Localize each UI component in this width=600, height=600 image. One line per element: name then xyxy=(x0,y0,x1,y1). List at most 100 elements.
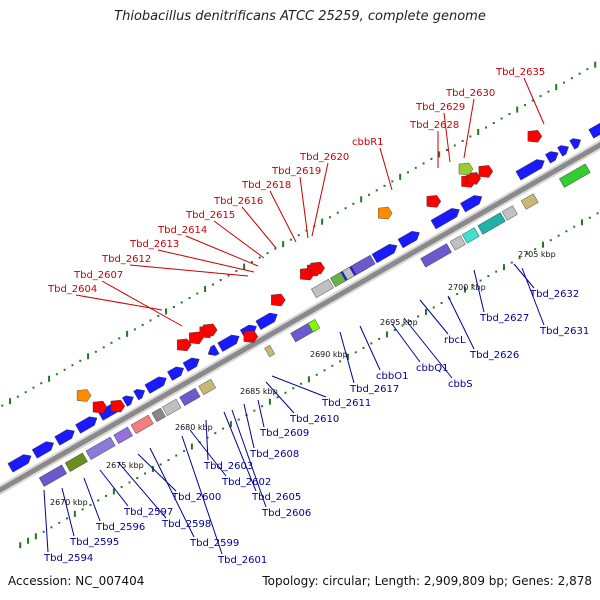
gene-feature xyxy=(311,278,334,299)
outer-tick-mark xyxy=(453,144,456,147)
gene-label-top: Tbd_2628 xyxy=(409,120,459,131)
gene-feature xyxy=(461,227,480,244)
outer-tick-mark xyxy=(71,364,74,367)
gene-shape xyxy=(371,244,398,264)
leader-line xyxy=(185,235,259,267)
outer-tick-mark xyxy=(461,139,464,142)
outer-tick-mark xyxy=(157,314,160,317)
gene-label-bottom: Tbd_2606 xyxy=(261,508,311,519)
leader-line xyxy=(513,263,535,289)
feature-marker xyxy=(92,400,108,414)
gene-label-top: Tbd_2614 xyxy=(157,225,207,236)
gene-shape xyxy=(207,344,220,356)
outer-tick-mark xyxy=(118,337,121,340)
inner-tick-mark xyxy=(81,508,84,511)
inner-tick-mark xyxy=(183,450,186,453)
gene-shape xyxy=(255,312,278,330)
gene-feature xyxy=(179,387,201,407)
gene-label-bottom: cbbS xyxy=(448,379,473,390)
inner-tick-mark xyxy=(432,306,435,309)
outer-tick-mark xyxy=(321,218,324,225)
gene-feature xyxy=(85,436,116,460)
outer-tick-mark xyxy=(141,323,144,326)
gene-shape xyxy=(501,205,518,221)
outer-tick-mark xyxy=(94,350,97,353)
gene-shape xyxy=(130,414,154,434)
inner-tick-mark xyxy=(34,533,37,540)
gene-feature xyxy=(38,464,67,487)
inner-tick-mark xyxy=(167,459,170,462)
inner-tick-mark xyxy=(315,373,318,376)
inner-tick-mark xyxy=(276,396,279,399)
gene-label-top: Tbd_2619 xyxy=(271,166,321,177)
outer-tick-mark xyxy=(235,270,238,273)
gene-shape xyxy=(264,344,276,358)
leader-line xyxy=(99,469,129,507)
gene-shape xyxy=(477,212,506,235)
gene-shape xyxy=(461,227,480,244)
leader-line xyxy=(243,403,255,449)
outer-tick-mark xyxy=(508,113,511,116)
inner-tick-mark xyxy=(128,481,131,484)
outer-tick-mark xyxy=(149,319,152,322)
outer-tick-mark xyxy=(48,375,51,382)
outer-tick-mark xyxy=(16,395,19,398)
outer-tick-mark xyxy=(422,162,425,165)
inner-tick-mark xyxy=(222,427,225,430)
gene-feature xyxy=(420,243,452,268)
leader-line xyxy=(473,269,485,313)
leader-line xyxy=(311,162,329,237)
gene-shape xyxy=(182,357,200,372)
leader-line xyxy=(129,264,249,277)
gene-feature xyxy=(151,407,166,423)
gene-shape xyxy=(588,114,600,139)
gene-label-top: Tbd_2635 xyxy=(495,67,545,78)
gene-shape xyxy=(449,235,466,251)
leader-line xyxy=(271,375,327,398)
outer-tick-mark xyxy=(258,256,261,259)
outer-tick-mark xyxy=(406,171,409,174)
outer-tick-mark xyxy=(102,346,105,349)
gene-label-top: Tbd_2629 xyxy=(415,102,465,113)
outer-tick-mark xyxy=(399,173,402,180)
gene-feature xyxy=(207,344,220,356)
scale-tick-label: 2705 kbp xyxy=(518,250,556,259)
gene-shape xyxy=(430,208,460,230)
gene-label-bottom: Tbd_2626 xyxy=(469,350,519,361)
inner-tick-mark xyxy=(549,239,552,242)
outer-tick-mark xyxy=(126,330,129,337)
gene-shape xyxy=(557,145,569,157)
outer-tick-mark xyxy=(445,148,448,151)
inner-tick-mark xyxy=(268,398,271,405)
outer-tick-mark xyxy=(328,216,331,219)
outer-tick-mark xyxy=(547,90,550,93)
gene-feature xyxy=(430,208,460,230)
outer-tick-mark xyxy=(87,353,90,360)
outer-tick-mark xyxy=(211,283,214,286)
inner-tick-mark xyxy=(331,364,334,367)
outer-tick-mark xyxy=(414,166,417,169)
leader-line xyxy=(419,299,449,335)
feature-marker xyxy=(243,330,259,343)
outer-tick-mark xyxy=(204,286,207,293)
outer-tick-mark xyxy=(219,279,222,282)
inner-tick-mark xyxy=(409,319,412,322)
leader-line xyxy=(359,325,381,371)
feature-marker xyxy=(202,323,218,337)
gene-feature xyxy=(371,244,398,264)
outer-tick-mark xyxy=(289,238,292,241)
inner-tick-mark xyxy=(385,331,388,338)
outer-tick-mark xyxy=(196,292,199,295)
gene-label-bottom: Tbd_2595 xyxy=(69,537,119,548)
inner-tick-mark xyxy=(417,315,420,318)
leader-line xyxy=(265,381,295,414)
gene-feature xyxy=(588,114,600,139)
gene-feature xyxy=(307,319,321,333)
inner-tick-mark xyxy=(73,510,76,517)
inner-tick-mark xyxy=(261,405,264,408)
inner-tick-mark xyxy=(534,248,537,251)
inner-tick-mark xyxy=(300,382,303,385)
gene-feature xyxy=(144,376,167,394)
inner-tick-mark xyxy=(97,499,100,502)
gene-label-bottom: Tbd_2605 xyxy=(251,492,301,503)
